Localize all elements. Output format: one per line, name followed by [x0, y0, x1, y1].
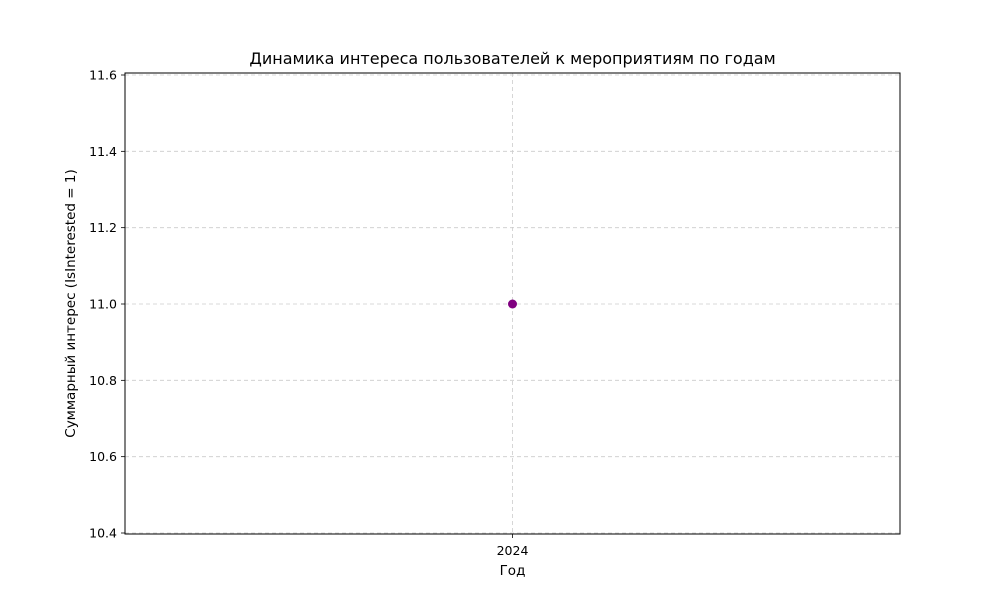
y-tick-label: 11.4	[89, 144, 117, 159]
y-tick-label: 11.0	[89, 297, 117, 312]
y-axis-label: Суммарный интерес (IsInterested = 1)	[63, 169, 79, 437]
chart-title: Динамика интереса пользователей к меропр…	[249, 49, 775, 68]
y-tick-label: 10.8	[89, 373, 117, 388]
grid	[125, 73, 900, 534]
y-tick-label: 11.6	[89, 68, 117, 83]
plot-area	[124, 72, 901, 535]
y-tick-label: 10.4	[89, 526, 117, 541]
data-point	[508, 299, 517, 309]
y-tick-label: 11.2	[89, 220, 117, 235]
y-axis: 10.4 10.6 10.8 11.0 11.2 11.4 11.6	[89, 68, 125, 541]
x-axis: 2024	[497, 534, 529, 558]
data-layer	[508, 299, 517, 309]
x-axis-label: Год	[500, 563, 526, 579]
x-tick-label: 2024	[497, 543, 529, 558]
y-tick-label: 10.6	[89, 449, 117, 464]
